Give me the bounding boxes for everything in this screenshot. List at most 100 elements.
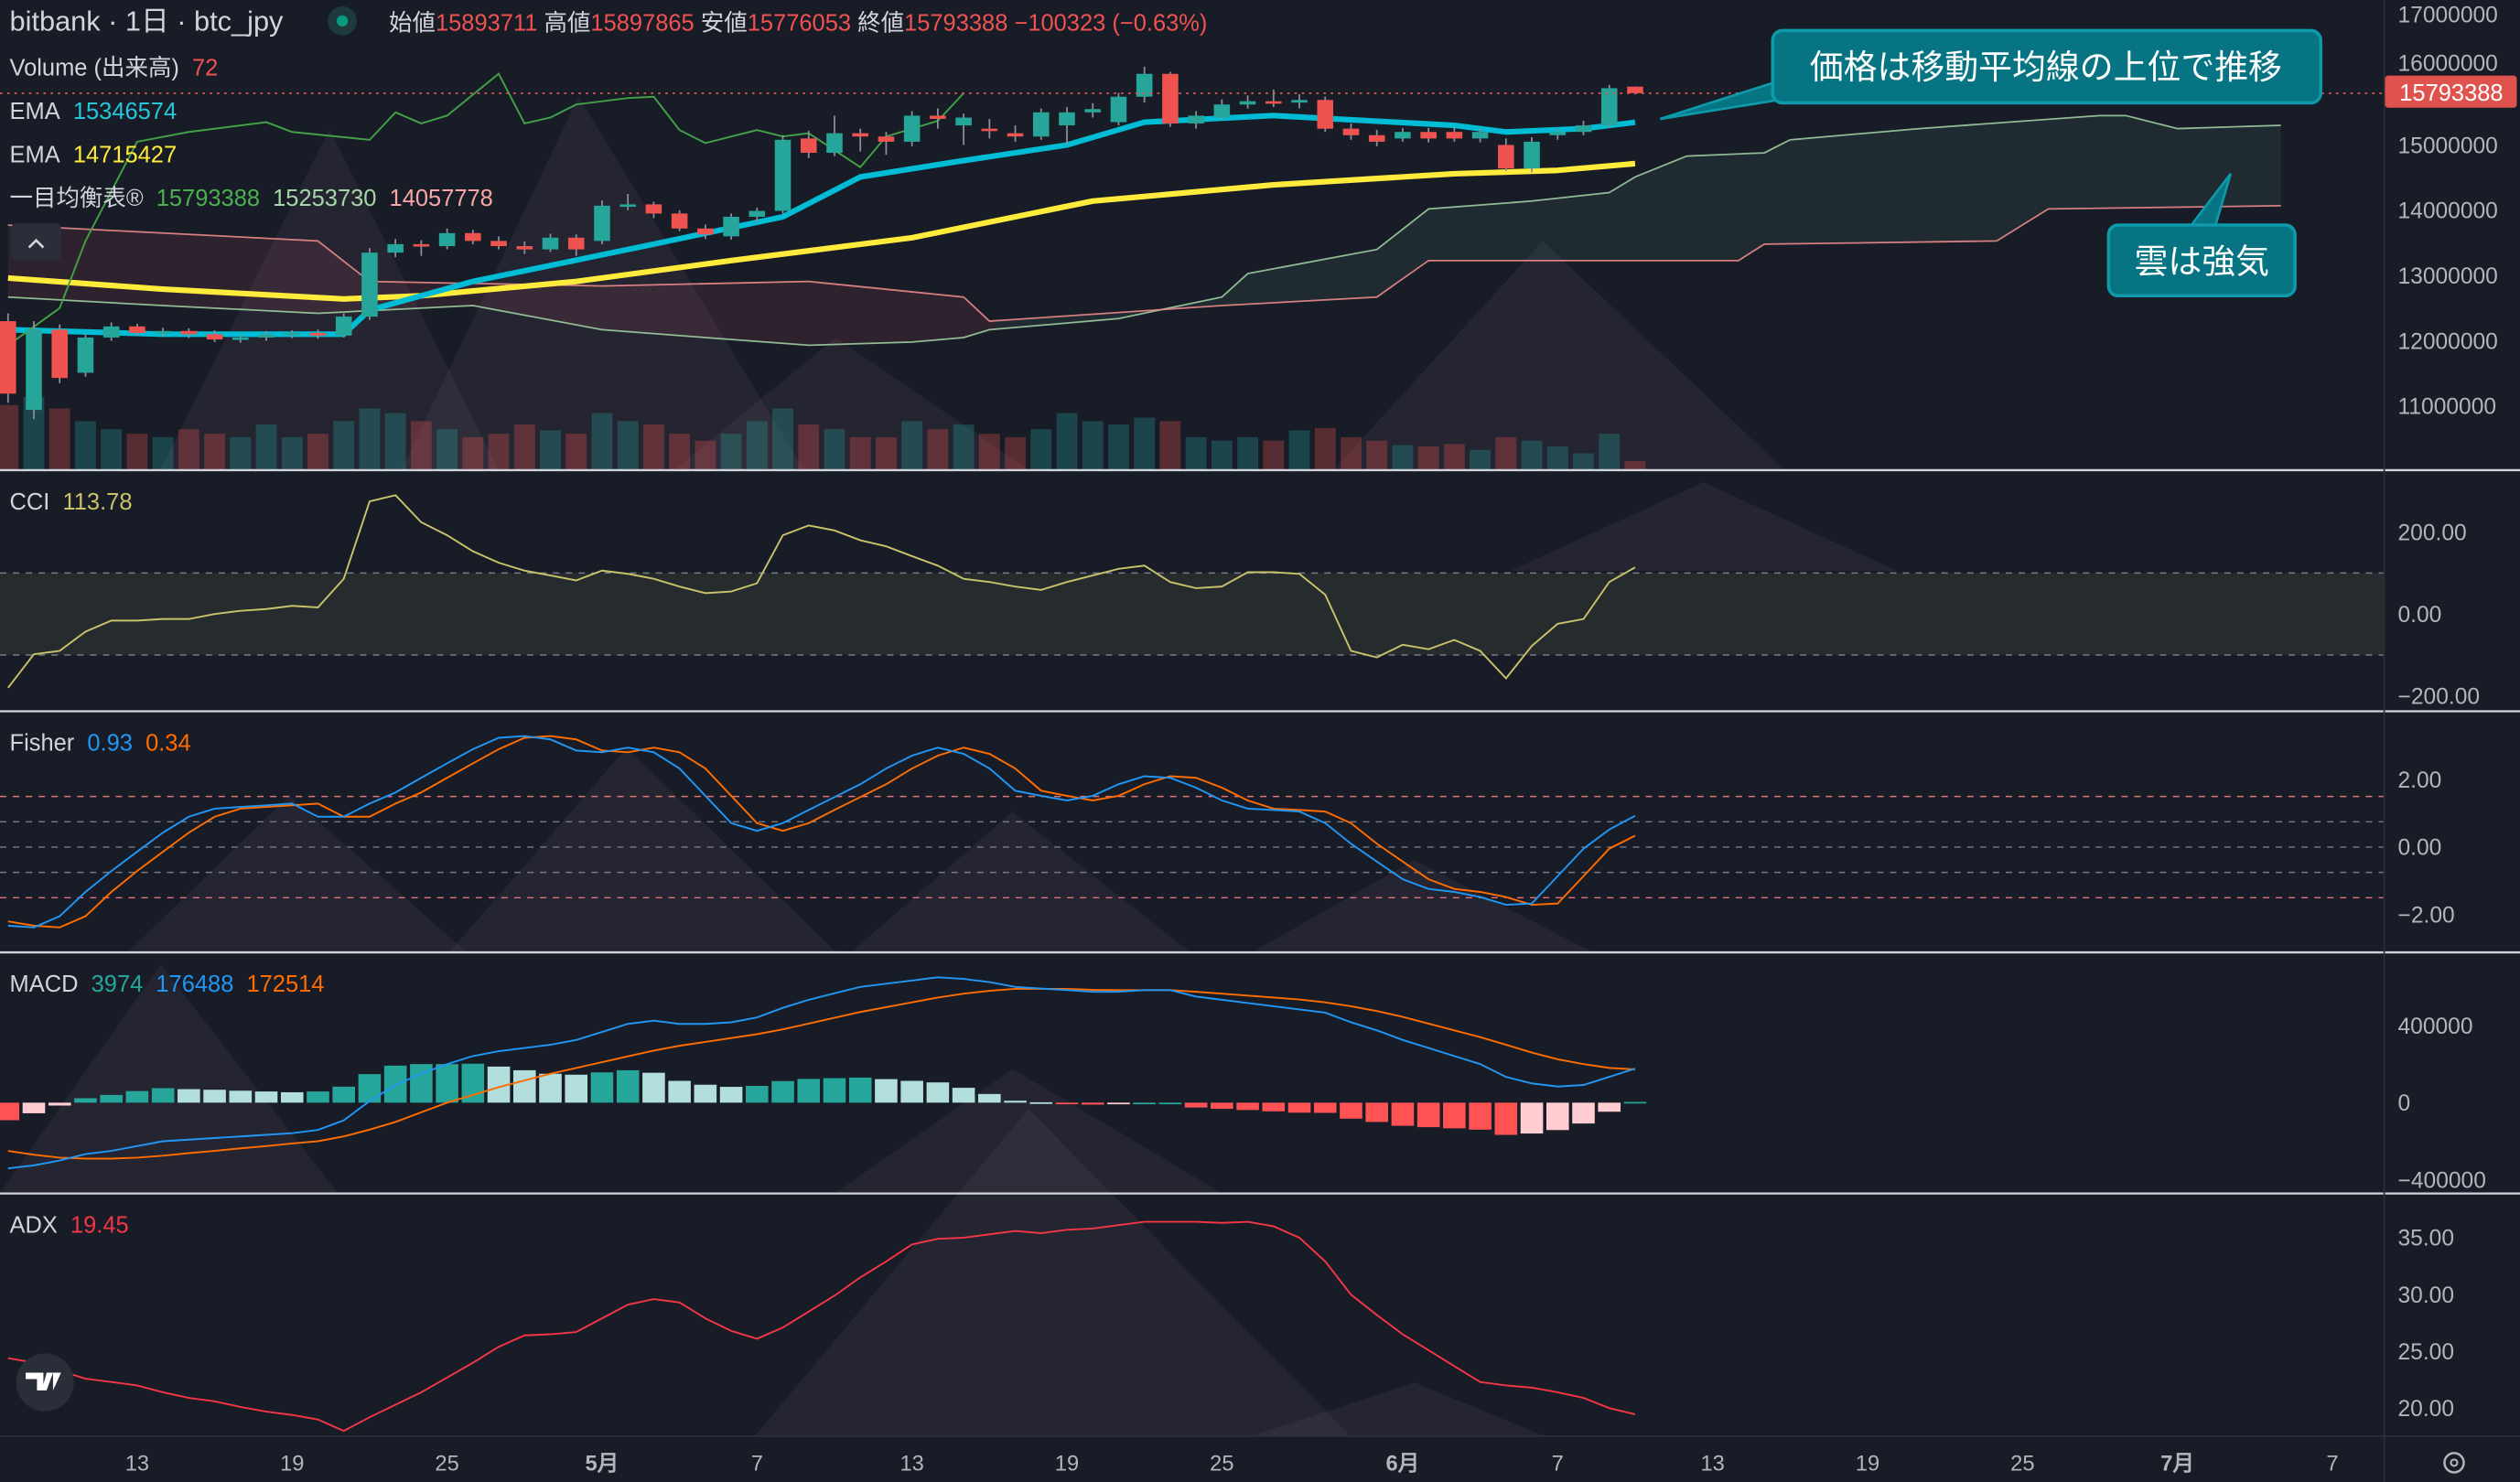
ema-slow-legend[interactable]: EMA 14715427 xyxy=(10,142,178,167)
candle[interactable] xyxy=(1446,126,1463,142)
candle[interactable] xyxy=(102,322,120,341)
drawing-shape xyxy=(1510,482,1897,571)
fisher-pane[interactable] xyxy=(0,735,2384,929)
candle[interactable] xyxy=(258,330,275,341)
candle[interactable] xyxy=(1395,127,1411,142)
candle-body xyxy=(1549,132,1567,135)
ema-fast-legend[interactable]: EMA 15346574 xyxy=(10,99,178,124)
drawing-shape xyxy=(835,1069,1222,1193)
candle[interactable] xyxy=(1549,128,1567,140)
candle[interactable] xyxy=(748,207,766,222)
candle[interactable] xyxy=(1032,108,1050,140)
candle[interactable] xyxy=(335,313,352,338)
collapse-legend-button[interactable] xyxy=(11,223,61,261)
candle[interactable] xyxy=(1420,127,1437,143)
callout-box[interactable] xyxy=(1771,28,2322,105)
candle[interactable] xyxy=(981,118,998,139)
ichimoku-legend[interactable]: 一目均衡表® 15793388 15253730 14057778 xyxy=(10,186,493,211)
adx-legend[interactable]: ADX 19.45 xyxy=(10,1213,129,1239)
legend-value: 0.93 xyxy=(87,731,133,757)
cci-legend[interactable]: CCI 113.78 xyxy=(10,489,133,515)
symbol-title[interactable]: bitbank · 1日 · btc_jpy xyxy=(10,5,285,37)
candle[interactable] xyxy=(26,321,42,420)
candle[interactable] xyxy=(671,209,688,231)
candle[interactable] xyxy=(1600,84,1618,128)
candle[interactable] xyxy=(1524,136,1540,173)
candle[interactable] xyxy=(800,130,817,158)
candle[interactable] xyxy=(0,313,16,403)
candle[interactable] xyxy=(361,248,378,320)
fisher-legend[interactable]: Fisher 0.93 0.34 xyxy=(10,731,191,757)
candle[interactable] xyxy=(1471,128,1489,143)
candle[interactable] xyxy=(77,334,94,377)
candle[interactable] xyxy=(594,200,610,244)
candle[interactable] xyxy=(619,193,636,210)
cloud-fill-bullish xyxy=(996,115,2281,329)
cci-pane[interactable] xyxy=(0,494,2384,689)
axes[interactable]: 17000000 16000000 15000000 14000000 13000000… xyxy=(125,4,2498,1477)
candle[interactable] xyxy=(438,228,456,250)
drawing-shape xyxy=(449,747,836,952)
candle[interactable] xyxy=(723,213,739,240)
symbol-legend[interactable]: bitbank · 1日 · btc_jpy xyxy=(10,5,285,37)
candle[interactable] xyxy=(232,334,249,343)
candle[interactable] xyxy=(878,132,895,156)
candle[interactable] xyxy=(1136,66,1153,103)
candle[interactable] xyxy=(1317,96,1334,133)
candle[interactable] xyxy=(542,233,559,252)
candle[interactable] xyxy=(387,239,404,258)
candle[interactable] xyxy=(465,230,481,244)
candle[interactable] xyxy=(645,201,662,219)
candle[interactable] xyxy=(567,234,585,256)
adx-pane[interactable] xyxy=(7,1220,1636,1433)
candle[interactable] xyxy=(1059,107,1075,145)
candle[interactable] xyxy=(1239,95,1256,109)
candle[interactable] xyxy=(413,240,430,256)
candle[interactable] xyxy=(1213,99,1231,121)
candle[interactable] xyxy=(1368,130,1385,146)
candle-body xyxy=(1317,100,1334,129)
candle[interactable] xyxy=(309,329,327,339)
candle[interactable] xyxy=(1162,71,1179,127)
candle[interactable] xyxy=(1084,102,1102,118)
candle[interactable] xyxy=(1007,125,1024,142)
candle[interactable] xyxy=(697,224,714,240)
candle[interactable] xyxy=(1575,121,1592,135)
candle[interactable] xyxy=(826,115,843,156)
gear-icon[interactable] xyxy=(2443,1452,2465,1474)
annotation-cloud-bullish[interactable]: 雲は強気 xyxy=(2106,172,2297,298)
volume-bar xyxy=(436,429,458,470)
candle[interactable] xyxy=(1342,123,1360,140)
candle[interactable] xyxy=(490,236,507,250)
candle-body xyxy=(1446,132,1463,139)
candlesticks[interactable] xyxy=(0,66,1643,420)
candle-body xyxy=(903,115,921,142)
macd-legend[interactable]: MACD 3974 176488 172514 xyxy=(10,972,325,997)
annotation-price-above-ma[interactable]: 価格は移動平均線の上位で推移 xyxy=(1659,28,2322,121)
candle[interactable] xyxy=(206,330,223,342)
chart-settings-button[interactable] xyxy=(2443,1452,2465,1474)
candle[interactable] xyxy=(955,113,972,145)
candle[interactable] xyxy=(155,328,171,338)
candle[interactable] xyxy=(516,242,533,254)
callout-box[interactable] xyxy=(2106,223,2297,298)
candle[interactable] xyxy=(903,111,921,146)
candle[interactable] xyxy=(129,323,145,336)
tradingview-logo[interactable] xyxy=(16,1353,74,1412)
ohlc-legend: 始値15893711 高値15897865 安値15776053 終値15793… xyxy=(389,10,1207,36)
candle[interactable] xyxy=(1188,111,1204,129)
candle[interactable] xyxy=(774,134,792,214)
macd-pane[interactable] xyxy=(0,976,1647,1170)
candle[interactable] xyxy=(284,330,301,338)
candle[interactable] xyxy=(930,108,946,129)
adx-axis-label: 35.00 xyxy=(2398,1227,2455,1251)
macd-histogram-bar xyxy=(1211,1102,1233,1110)
volume-legend[interactable]: Volume (出来高) 72 xyxy=(10,56,219,81)
candle[interactable] xyxy=(1291,93,1308,109)
candle[interactable] xyxy=(852,128,868,152)
candle[interactable] xyxy=(180,328,198,338)
candle[interactable] xyxy=(51,324,69,383)
candle[interactable] xyxy=(1498,138,1514,172)
candle[interactable] xyxy=(1110,92,1127,126)
